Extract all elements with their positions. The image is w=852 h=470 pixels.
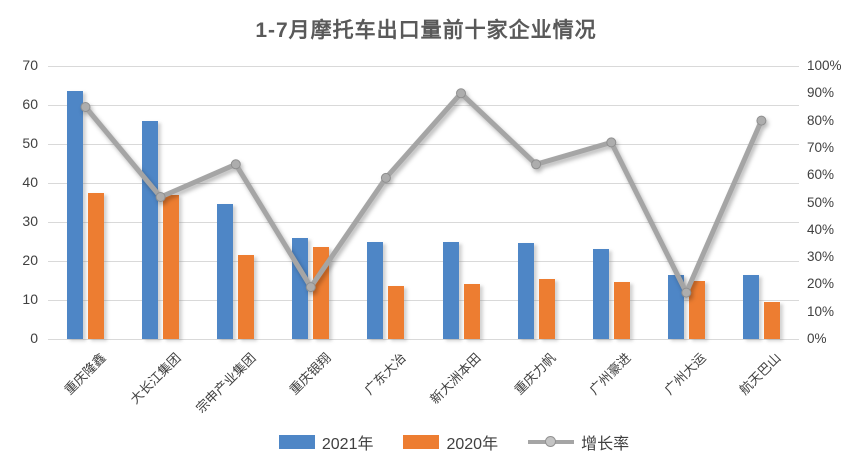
- growth-rate-marker-重庆银翔: [305, 282, 316, 293]
- gridline: [48, 261, 799, 262]
- growth-rate-line-layer: [80, 88, 767, 298]
- chart-title: 1-7月摩托车出口量前十家企业情况: [255, 19, 597, 42]
- gridline: [48, 300, 799, 301]
- right-axis-tick-label: 20%: [807, 276, 835, 292]
- left-axis-tick-label: 50: [22, 135, 38, 151]
- gridline: [48, 66, 799, 67]
- legend-item-2020年: 2020年: [403, 430, 498, 454]
- right-axis-tick-label: 90%: [807, 85, 835, 101]
- right-axis-tick-label: 80%: [807, 112, 835, 128]
- legend-item-2021年: 2021年: [278, 430, 374, 454]
- gridline: [48, 222, 799, 223]
- growth-rate-marker-广州豪进: [606, 137, 617, 148]
- legend-line-dot: [545, 436, 557, 447]
- right-axis-tick-label: 10%: [807, 303, 835, 319]
- legend-line-marker-icon: [528, 435, 575, 449]
- growth-rate-marker-航天巴山: [756, 115, 767, 126]
- plot-area: [48, 66, 799, 340]
- left-axis-tick-label: 20: [22, 252, 38, 268]
- legend-label: 2020年: [446, 436, 499, 453]
- left-axis-tick-label: 0: [30, 330, 38, 346]
- right-axis-tick-label: 60%: [807, 167, 835, 183]
- bar-2020年-大长江集团: [163, 194, 180, 339]
- bar-2021年-航天巴山: [742, 274, 759, 339]
- bar-2020年-广州豪进: [613, 282, 630, 339]
- legend-swatch-icon: [278, 435, 315, 449]
- gridline: [48, 183, 799, 184]
- legend-swatch-icon: [403, 435, 440, 449]
- legend-label: 2021年: [321, 436, 374, 453]
- left-axis-tick-label: 10: [22, 291, 38, 307]
- chart-legend: 2021年 2020年 增长率: [28, 430, 852, 454]
- bar-2020年-新大洲本田: [463, 284, 480, 339]
- bar-2021年-广州大运: [667, 274, 684, 339]
- growth-rate-line: [83, 90, 764, 296]
- bar-2020年-重庆力帆: [538, 278, 555, 339]
- bar-2020年-航天巴山: [763, 301, 780, 339]
- growth-rate-marker-广州大运: [681, 287, 692, 298]
- left-axis-tick-label: 70: [22, 57, 38, 73]
- right-axis-tick-label: 50%: [807, 194, 835, 210]
- gridline: [48, 339, 799, 340]
- bar-2021年-广州豪进: [592, 249, 609, 339]
- bar-2020年-重庆隆鑫: [88, 192, 105, 339]
- left-axis-tick-label: 30: [22, 213, 38, 229]
- bar-2021年-广东大冶: [367, 241, 384, 339]
- growth-rate-marker-广东大冶: [380, 172, 391, 183]
- legend-label: 增长率: [581, 436, 630, 453]
- right-axis-tick-label: 0%: [807, 331, 827, 346]
- left-axis-tick-label: 60: [22, 96, 38, 112]
- growth-rate-marker-新大洲本田: [456, 88, 466, 99]
- right-axis-tick-label: 100%: [807, 58, 842, 73]
- growth-rate-marker-重庆力帆: [531, 159, 542, 170]
- bar-2021年-宗申产业集团: [217, 204, 234, 339]
- right-axis-tick-label: 30%: [807, 249, 835, 265]
- left-axis-tick-label: 40: [22, 174, 38, 190]
- right-axis-tick-label: 40%: [807, 221, 835, 237]
- legend-item-增长率: 增长率: [528, 430, 629, 454]
- gridline: [48, 105, 799, 106]
- bar-2021年-重庆隆鑫: [67, 91, 84, 339]
- bar-2020年-广州大运: [688, 280, 705, 339]
- bar-2021年-重庆力帆: [517, 243, 534, 339]
- bar-2021年-大长江集团: [142, 120, 159, 339]
- bar-2020年-广东大冶: [388, 286, 405, 339]
- gridline: [48, 144, 799, 145]
- growth-rate-marker-重庆隆鑫: [80, 102, 91, 112]
- right-axis-tick-label: 70%: [807, 139, 835, 155]
- growth-rate-marker-宗申产业集团: [230, 159, 241, 170]
- bar-2021年-新大洲本田: [442, 241, 459, 339]
- bar-2020年-宗申产业集团: [238, 255, 255, 339]
- growth-rate-marker-大长江集团: [155, 192, 166, 202]
